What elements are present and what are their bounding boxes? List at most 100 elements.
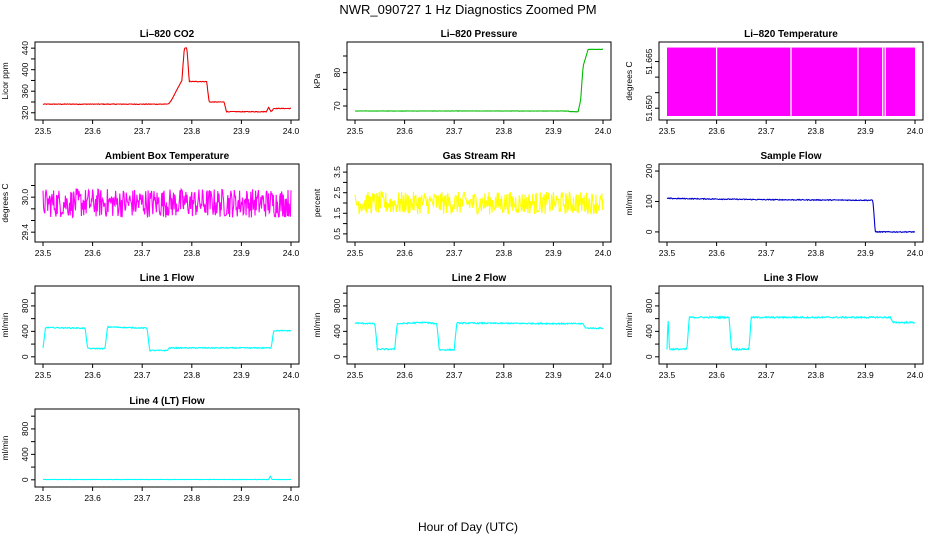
y-axis-label: degrees C — [624, 61, 634, 100]
x-tick-label: 24.0 — [907, 248, 924, 258]
plot-frame — [34, 408, 300, 488]
series-line — [354, 190, 604, 216]
y-tick-label: 400 — [332, 324, 342, 338]
y-tick-label: 51.665 — [644, 48, 654, 74]
series-line — [42, 325, 292, 352]
x-tick-label: 23.5 — [35, 493, 52, 503]
y-tick-label: 70 — [332, 101, 342, 111]
panel-2: Li–820 Pressure kPa 23.5 23.6 23.7 23.8 23.9 24… — [312, 29, 612, 136]
panel-1: Li–820 CO2 Licor ppm 23.5 23.6 23.7 23.8 23.9 2… — [0, 29, 300, 136]
x-tick-label: 24.0 — [283, 493, 300, 503]
x-tick-label: 23.6 — [84, 493, 101, 503]
y-tick-label: 30.0 — [20, 189, 30, 206]
series-line — [42, 475, 291, 481]
y-axis-label: ml/min — [624, 312, 634, 337]
y-tick-label: 400 — [20, 447, 30, 461]
x-tick-label: 24.0 — [283, 126, 300, 136]
y-tick-label: 100 — [644, 194, 654, 208]
y-tick-label: 29.4 — [20, 224, 30, 241]
plot-frame — [346, 41, 612, 121]
y-tick-label: 0 — [20, 477, 30, 482]
panel-6: Sample Flow ml/min 23.5 23.6 23.7 23.8 23.9 24.… — [624, 151, 924, 258]
y-axis-label: degrees C — [0, 183, 10, 222]
panel-title: Line 4 (LT) Flow — [129, 396, 205, 407]
y-tick-label: 0 — [644, 229, 654, 234]
x-tick-label: 23.5 — [659, 248, 676, 258]
series-line — [666, 197, 916, 234]
y-tick-label: 800 — [644, 299, 654, 313]
x-tick-label: 23.9 — [233, 126, 250, 136]
x-tick-label: 24.0 — [595, 370, 612, 380]
panel-title: Li–820 Pressure — [441, 29, 518, 40]
y-tick-label: 360 — [20, 84, 30, 98]
x-tick-label: 23.7 — [134, 248, 151, 258]
y-tick-label: 80 — [332, 68, 342, 78]
x-tick-label: 23.5 — [35, 370, 52, 380]
x-tick-label: 23.6 — [396, 248, 413, 258]
series-line — [354, 48, 603, 113]
plot-frame — [34, 41, 300, 121]
y-tick-label: 800 — [20, 422, 30, 436]
x-tick-label: 23.9 — [857, 126, 874, 136]
y-tick-label: 0 — [20, 354, 30, 359]
series-group — [354, 321, 604, 352]
y-tick-label: 800 — [20, 299, 30, 313]
x-tick-label: 23.7 — [758, 248, 775, 258]
panel-title: Line 3 Flow — [764, 273, 819, 284]
panel-title: Ambient Box Temperature — [105, 151, 230, 162]
x-tick-label: 23.8 — [496, 370, 513, 380]
y-tick-label: 800 — [332, 299, 342, 313]
x-tick-label: 23.9 — [857, 370, 874, 380]
y-axis-label: ml/min — [0, 312, 10, 337]
x-tick-label: 23.6 — [84, 370, 101, 380]
y-tick-label: 200 — [644, 164, 654, 178]
y-axis-label: Licor ppm — [0, 62, 10, 99]
x-tick-label: 23.7 — [758, 126, 775, 136]
x-tick-label: 24.0 — [907, 370, 924, 380]
y-tick-label: 400 — [644, 324, 654, 338]
x-tick-label: 23.5 — [35, 248, 52, 258]
x-tick-label: 23.7 — [446, 370, 463, 380]
plot-frame — [658, 163, 924, 243]
y-tick-label: 2.5 — [332, 187, 342, 199]
x-tick-label: 23.6 — [84, 126, 101, 136]
plot-frame — [34, 163, 300, 243]
x-tick-label: 23.9 — [545, 370, 562, 380]
panel-title: Gas Stream RH — [443, 151, 516, 162]
plot-frame — [658, 285, 924, 365]
plot-frame — [34, 285, 300, 365]
y-tick-label: 400 — [20, 324, 30, 338]
x-tick-label: 23.7 — [446, 248, 463, 258]
series-group — [354, 48, 603, 113]
panel-7: Line 1 Flow ml/min 23.5 23.6 23.7 23.8 23.9 24.… — [0, 273, 300, 380]
x-tick-label: 23.5 — [35, 126, 52, 136]
x-tick-label: 23.6 — [396, 126, 413, 136]
x-tick-label: 24.0 — [283, 248, 300, 258]
plot-frame — [346, 285, 612, 365]
x-tick-label: 23.9 — [233, 370, 250, 380]
series-group — [42, 187, 292, 219]
x-tick-label: 23.9 — [545, 248, 562, 258]
x-tick-label: 24.0 — [907, 126, 924, 136]
x-tick-label: 23.8 — [808, 248, 825, 258]
x-tick-label: 23.5 — [659, 370, 676, 380]
panel-4: Ambient Box Temperature degrees C 23.5 23.6… — [0, 151, 300, 258]
x-tick-label: 23.6 — [396, 370, 413, 380]
panel-title: Li–820 Temperature — [744, 29, 838, 40]
x-tick-label: 23.6 — [708, 370, 725, 380]
x-tick-label: 23.5 — [347, 370, 364, 380]
y-tick-label: 51.650 — [644, 95, 654, 121]
y-tick-label: 440 — [20, 41, 30, 55]
plot-frame — [658, 41, 924, 121]
series-group — [667, 47, 915, 116]
x-tick-label: 23.5 — [347, 248, 364, 258]
x-tick-label: 23.8 — [496, 126, 513, 136]
panel-10: Line 4 (LT) Flow ml/min 23.5 23.6 23.7 23.8 23… — [0, 396, 300, 503]
x-tick-label: 23.7 — [134, 126, 151, 136]
x-tick-label: 23.7 — [134, 493, 151, 503]
x-tick-label: 24.0 — [595, 126, 612, 136]
y-axis-label: ml/min — [312, 312, 322, 337]
x-tick-label: 23.8 — [184, 248, 201, 258]
x-tick-label: 23.8 — [496, 248, 513, 258]
